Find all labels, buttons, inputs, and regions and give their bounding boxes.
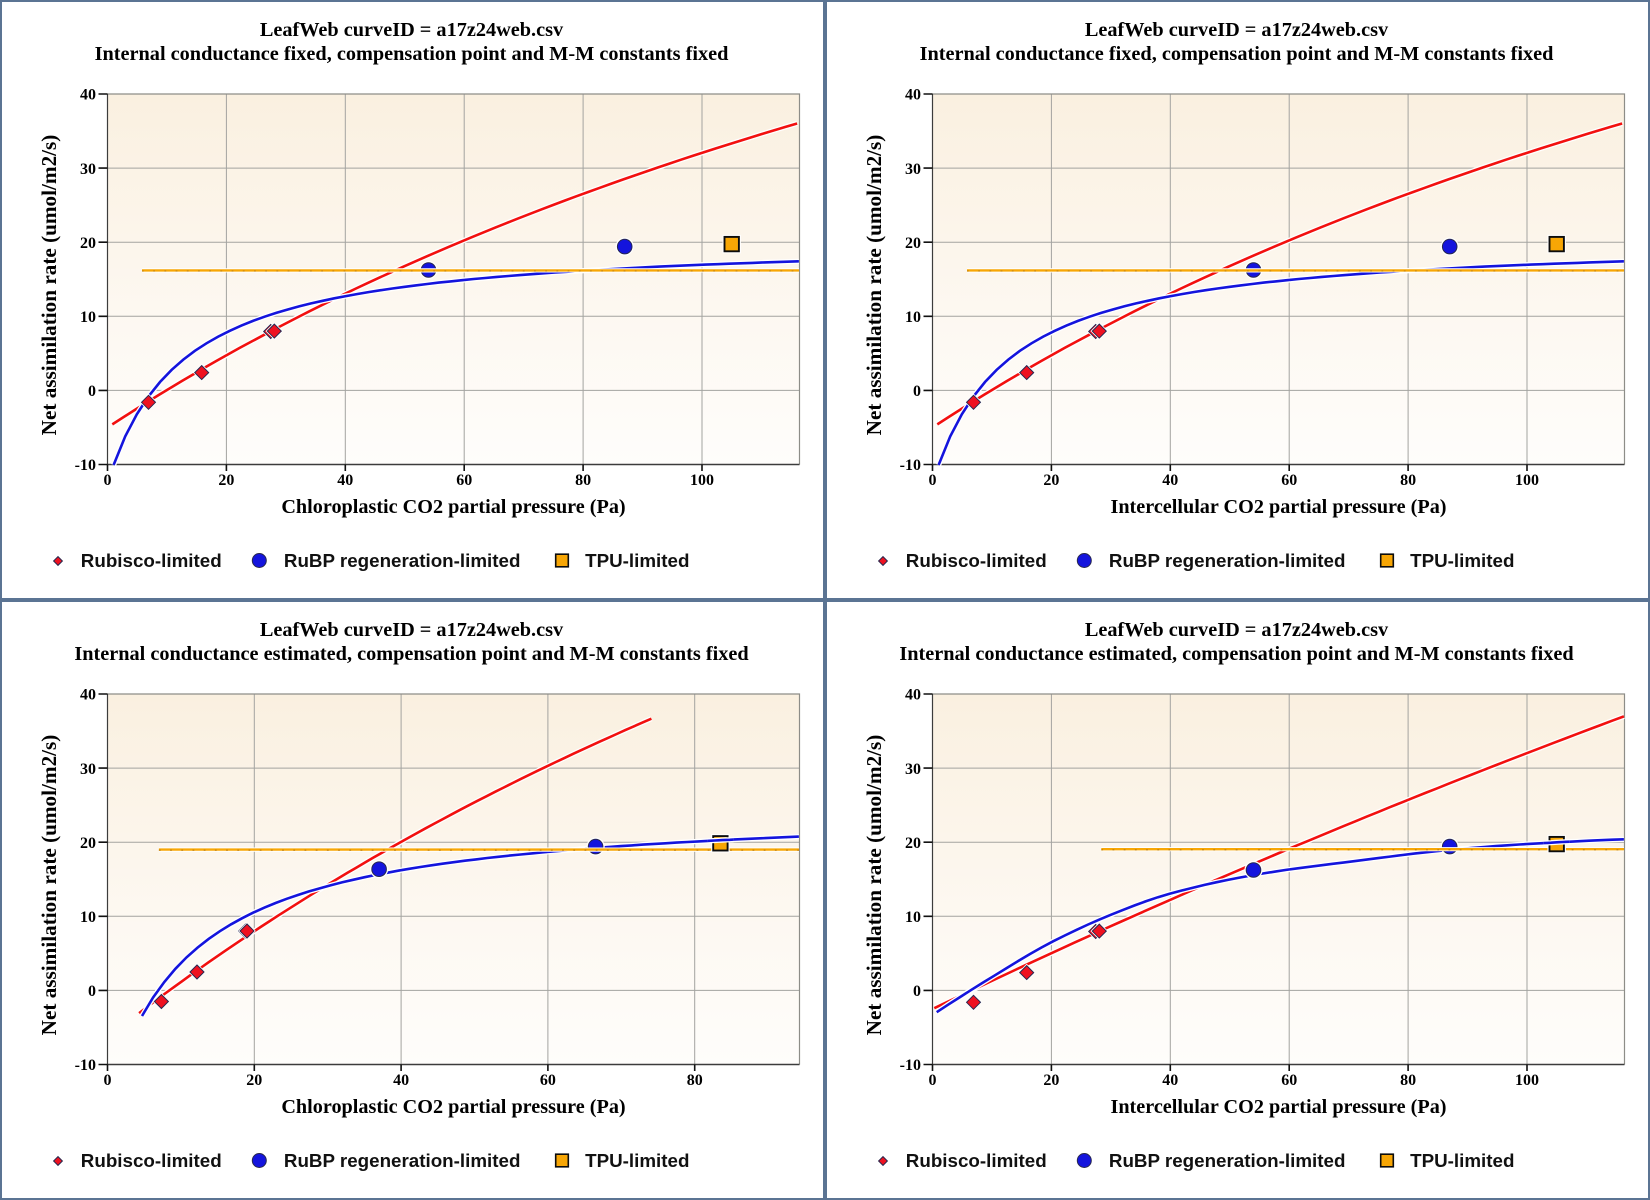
svg-text:80: 80: [1400, 472, 1416, 489]
svg-text:20: 20: [905, 235, 921, 252]
svg-text:Net assimilation rate (umol/m2: Net assimilation rate (umol/m2/s): [37, 135, 61, 436]
svg-text:10: 10: [80, 909, 96, 926]
svg-text:20: 20: [80, 835, 96, 852]
svg-text:30: 30: [80, 161, 96, 178]
svg-text:RuBP regeneration-limited: RuBP regeneration-limited: [284, 550, 521, 571]
svg-text:Rubisco-limited: Rubisco-limited: [906, 550, 1047, 571]
svg-text:40: 40: [905, 87, 921, 104]
svg-text:LeafWeb curveID = a17z24web.cs: LeafWeb curveID = a17z24web.csv: [1085, 19, 1389, 41]
svg-text:Net assimilation rate (umol/m2: Net assimilation rate (umol/m2/s): [37, 735, 61, 1036]
svg-text:Intercellular CO2 partial pres: Intercellular CO2 partial pressure (Pa): [1110, 1096, 1446, 1118]
svg-text:20: 20: [1043, 472, 1059, 489]
svg-text:0: 0: [88, 383, 96, 400]
svg-text:30: 30: [905, 161, 921, 178]
svg-text:100: 100: [1515, 472, 1539, 489]
svg-text:RuBP regeneration-limited: RuBP regeneration-limited: [1109, 550, 1346, 571]
svg-text:TPU-limited: TPU-limited: [585, 1150, 689, 1171]
svg-text:80: 80: [687, 1072, 703, 1089]
svg-text:20: 20: [246, 1072, 262, 1089]
svg-text:RuBP regeneration-limited: RuBP regeneration-limited: [284, 1150, 521, 1171]
svg-text:10: 10: [905, 309, 921, 326]
svg-text:-10: -10: [75, 1057, 96, 1074]
svg-text:20: 20: [80, 235, 96, 252]
svg-text:0: 0: [913, 983, 921, 1000]
svg-text:0: 0: [929, 472, 937, 489]
svg-text:TPU-limited: TPU-limited: [585, 550, 689, 571]
svg-text:Internal conductance estimated: Internal conductance estimated, compensa…: [74, 643, 749, 665]
svg-text:0: 0: [104, 1072, 112, 1089]
svg-text:LeafWeb curveID = a17z24web.cs: LeafWeb curveID = a17z24web.csv: [260, 19, 564, 41]
svg-text:80: 80: [1400, 1072, 1416, 1089]
svg-text:0: 0: [929, 1072, 937, 1089]
svg-text:10: 10: [80, 309, 96, 326]
svg-text:60: 60: [1281, 1072, 1297, 1089]
svg-text:40: 40: [393, 1072, 409, 1089]
svg-text:Net assimilation rate (umol/m2: Net assimilation rate (umol/m2/s): [862, 735, 886, 1036]
svg-text:60: 60: [540, 1072, 556, 1089]
svg-text:20: 20: [218, 472, 234, 489]
svg-text:Rubisco-limited: Rubisco-limited: [906, 1150, 1047, 1171]
svg-text:100: 100: [1515, 1072, 1539, 1089]
svg-text:0: 0: [88, 983, 96, 1000]
svg-text:20: 20: [1043, 1072, 1059, 1089]
svg-text:60: 60: [456, 472, 472, 489]
svg-text:Internal conductance estimated: Internal conductance estimated, compensa…: [899, 643, 1574, 665]
svg-text:LeafWeb curveID = a17z24web.cs: LeafWeb curveID = a17z24web.csv: [260, 619, 564, 641]
svg-text:RuBP regeneration-limited: RuBP regeneration-limited: [1109, 1150, 1346, 1171]
svg-text:0: 0: [913, 383, 921, 400]
svg-text:30: 30: [905, 761, 921, 778]
svg-text:Net assimilation rate (umol/m2: Net assimilation rate (umol/m2/s): [862, 135, 886, 436]
svg-text:Chloroplastic CO2 partial pres: Chloroplastic CO2 partial pressure (Pa): [281, 496, 625, 518]
svg-text:-10: -10: [75, 457, 96, 474]
svg-text:40: 40: [1162, 472, 1178, 489]
svg-text:Rubisco-limited: Rubisco-limited: [81, 550, 222, 571]
svg-text:100: 100: [690, 472, 714, 489]
svg-text:80: 80: [575, 472, 591, 489]
svg-text:Intercellular CO2 partial pres: Intercellular CO2 partial pressure (Pa): [1110, 496, 1446, 518]
svg-text:Rubisco-limited: Rubisco-limited: [81, 1150, 222, 1171]
svg-text:Chloroplastic CO2 partial pres: Chloroplastic CO2 partial pressure (Pa): [281, 1096, 625, 1118]
svg-text:40: 40: [905, 687, 921, 704]
svg-text:Internal conductance fixed, co: Internal conductance fixed, compensation…: [95, 43, 730, 65]
svg-text:TPU-limited: TPU-limited: [1410, 550, 1514, 571]
svg-text:40: 40: [80, 87, 96, 104]
svg-text:TPU-limited: TPU-limited: [1410, 1150, 1514, 1171]
svg-text:60: 60: [1281, 472, 1297, 489]
svg-text:40: 40: [80, 687, 96, 704]
svg-text:Internal conductance fixed, co: Internal conductance fixed, compensation…: [920, 43, 1555, 65]
svg-text:-10: -10: [900, 1057, 921, 1074]
svg-text:40: 40: [337, 472, 353, 489]
svg-text:-10: -10: [900, 457, 921, 474]
svg-text:LeafWeb curveID = a17z24web.cs: LeafWeb curveID = a17z24web.csv: [1085, 619, 1389, 641]
svg-text:20: 20: [905, 835, 921, 852]
svg-text:30: 30: [80, 761, 96, 778]
svg-text:0: 0: [104, 472, 112, 489]
svg-text:40: 40: [1162, 1072, 1178, 1089]
svg-text:10: 10: [905, 909, 921, 926]
